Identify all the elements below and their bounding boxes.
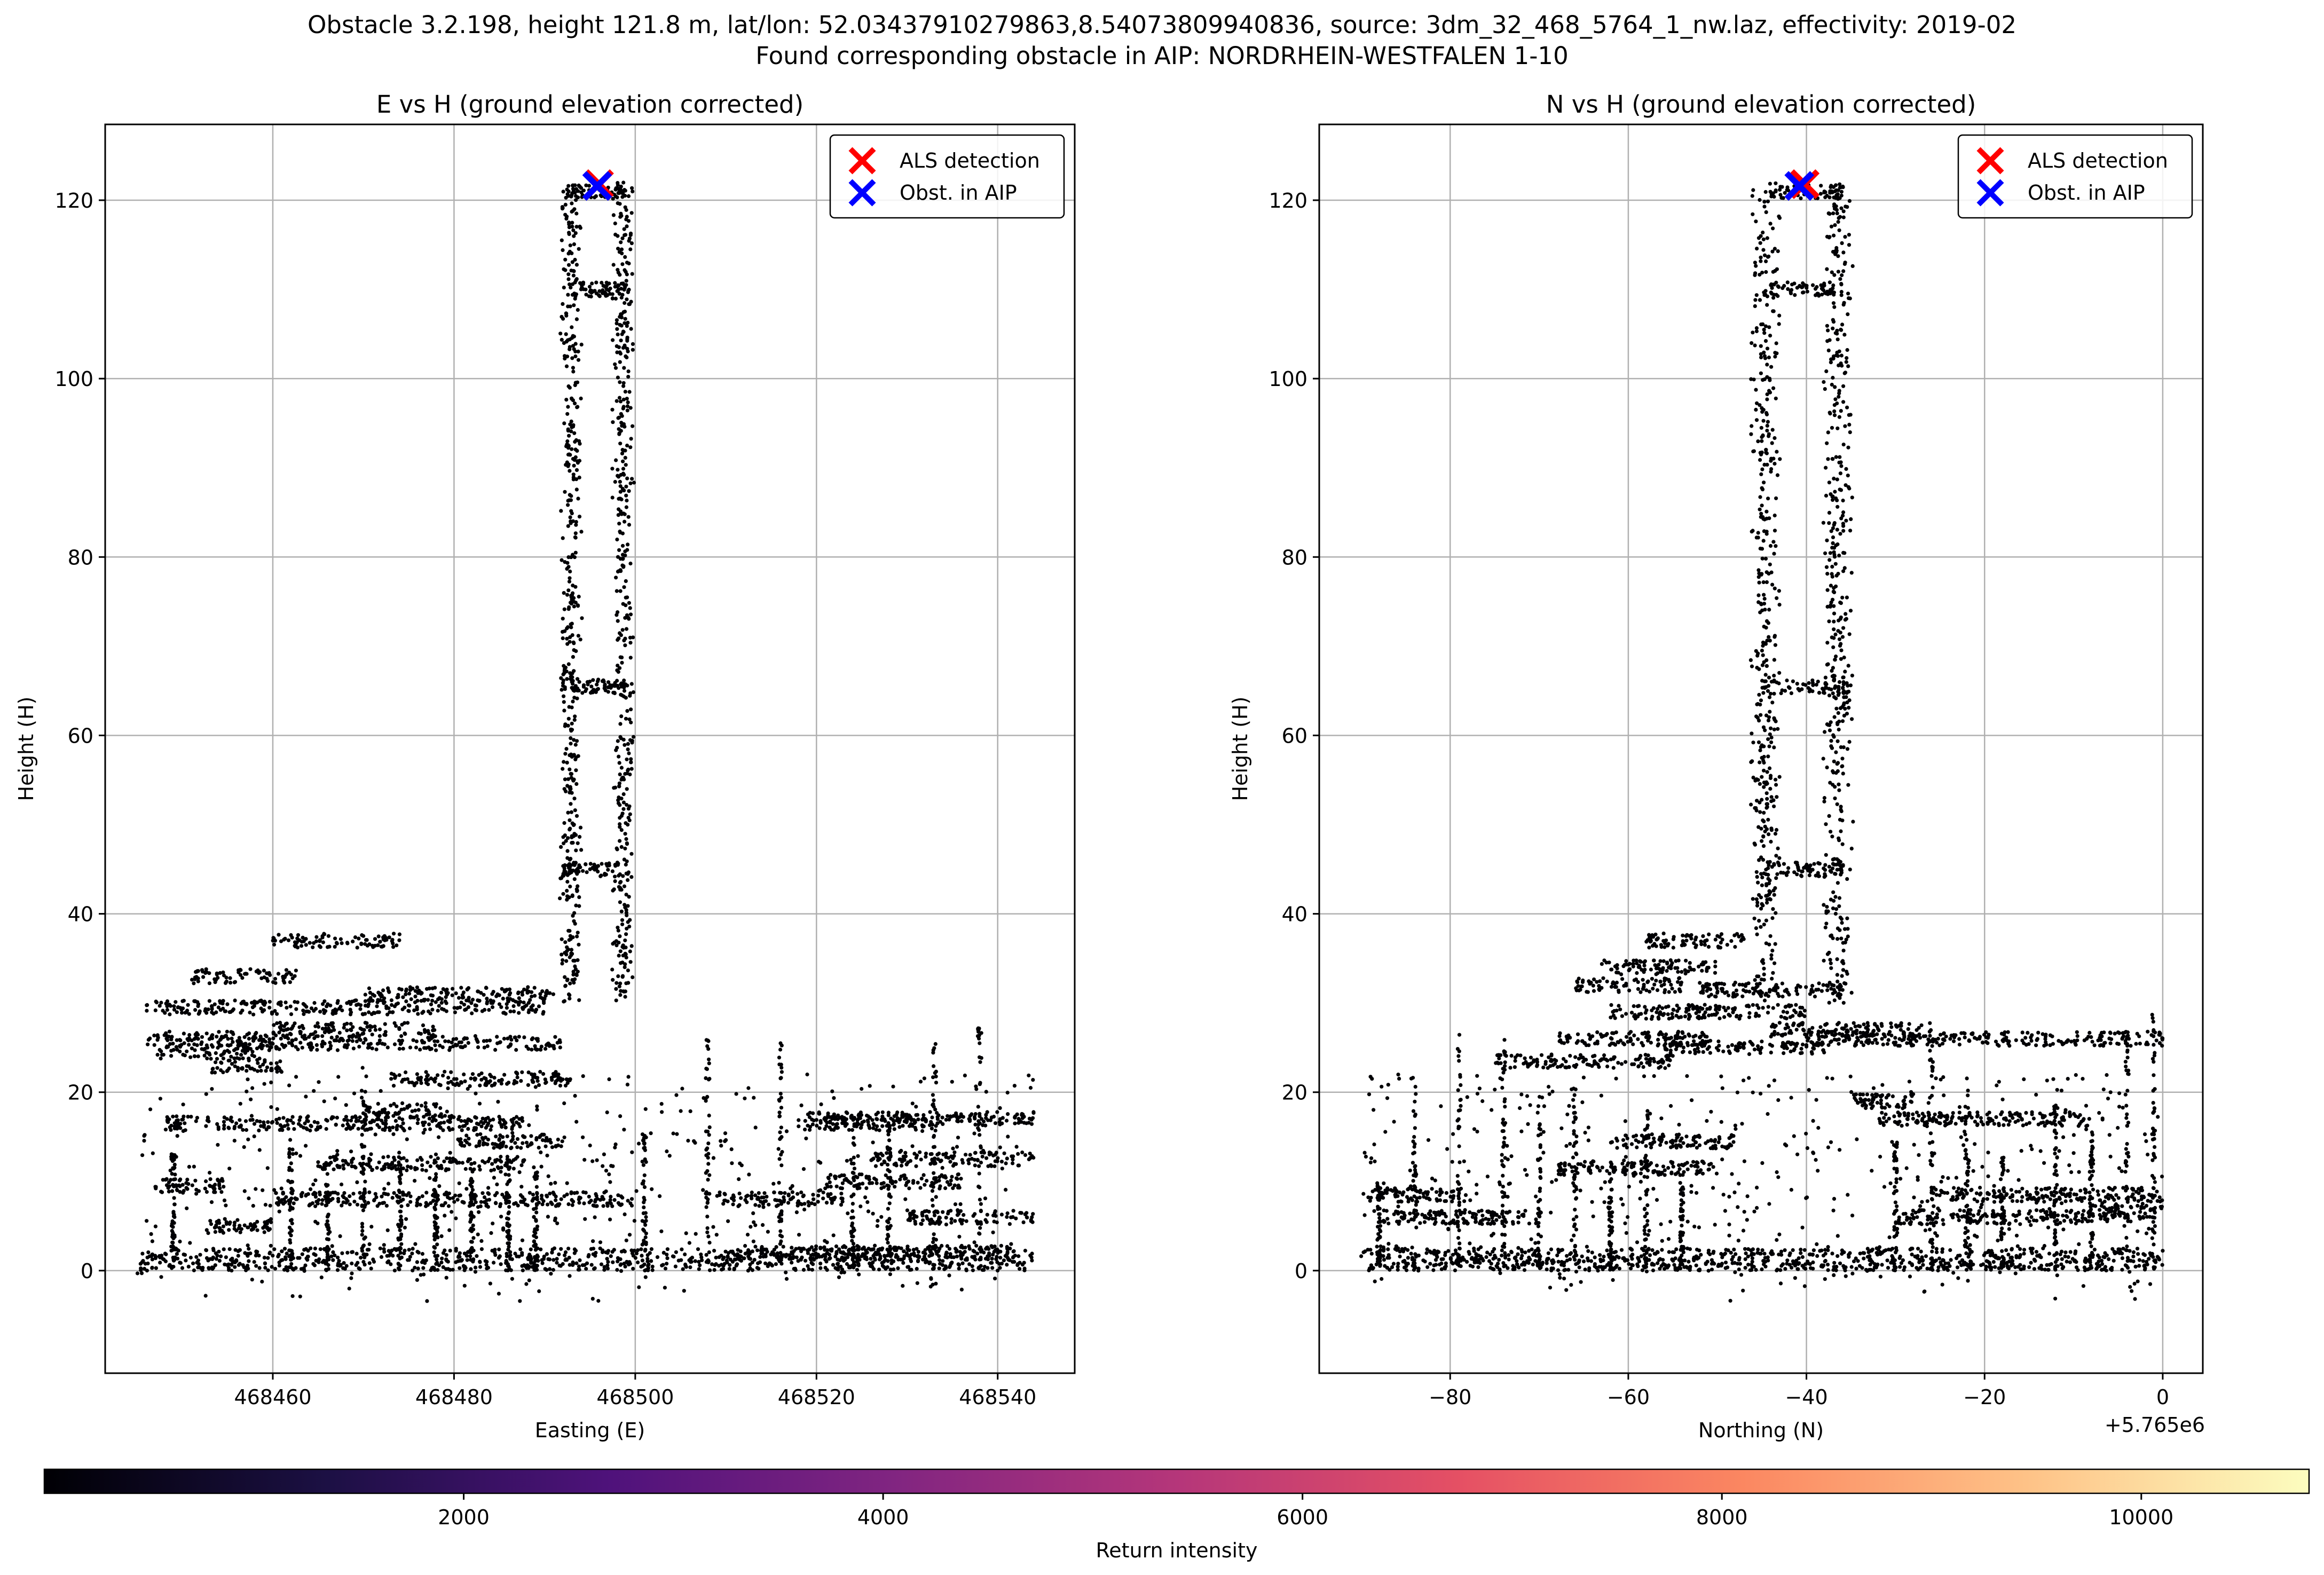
colorbar-label: Return intensity [1096,1539,1258,1562]
aip-obstacle-marker [582,171,612,201]
legend-aip-marker [1976,179,2004,207]
y-tick-label: 40 [68,903,93,926]
legend: ALS detection Obst. in AIP [829,134,1065,219]
colorbar-tick-label: 6000 [1277,1506,1328,1529]
axes-frame [104,123,1076,1374]
legend-entry: Obst. in AIP [2028,181,2145,204]
y-tick-label: 20 [1282,1081,1307,1105]
y-tick-label: 60 [1282,724,1307,747]
x-tick-label: 468520 [778,1385,855,1409]
y-tick-label: 100 [54,367,93,391]
y-tick-label: 120 [54,189,93,212]
legend-aip-marker [848,179,876,207]
y-axis-label: Height (H) [14,697,38,801]
colorbar-gradient [43,1468,2310,1494]
colorbar-tick-label: 2000 [438,1506,490,1529]
y-tick-label: 60 [68,724,93,747]
legend-entry: ALS detection [2028,149,2168,172]
x-tick-label: 0 [2156,1385,2169,1409]
x-tick-label: −20 [1963,1385,2006,1409]
legend-als-marker [1976,147,2004,175]
y-tick-label: 40 [1282,903,1307,926]
legend-box [1957,134,2193,219]
figure-subtitle: Found corresponding obstacle in AIP: NOR… [755,42,1569,70]
x-tick-label: −60 [1607,1385,1650,1409]
legend: ALS detection Obst. in AIP [1957,134,2193,219]
x-axis-label: Northing (N) [1698,1419,1824,1442]
y-tick-label: 0 [81,1259,93,1283]
legend-entry: ALS detection [900,149,1040,172]
x-tick-label: −80 [1429,1385,1471,1409]
point-cloud [1359,181,2165,1303]
axes-frame [1318,123,2204,1374]
colorbar-tick-label: 4000 [857,1506,909,1529]
y-tick-label: 20 [68,1081,93,1105]
x-tick-label: 468500 [596,1385,674,1409]
x-tick-label: 468480 [415,1385,493,1409]
x-tick-label: 468540 [959,1385,1036,1409]
legend-entry: Obst. in AIP [900,181,1017,204]
x-tick-label: −40 [1785,1385,1827,1409]
colorbar-tick-label: 10000 [2109,1506,2173,1529]
y-tick-label: 80 [1282,546,1307,569]
x-tick-label: 468460 [234,1385,311,1409]
legend-als-marker [848,147,876,175]
y-tick-label: 100 [1269,367,1307,391]
y-axis-label: Height (H) [1228,697,1252,801]
legend-box [829,134,1065,219]
x-axis-label: Easting (E) [535,1419,645,1442]
x-offset-label: +5.765e6 [2105,1413,2205,1437]
colorbar-tick-label: 8000 [1696,1506,1748,1529]
axes-title: N vs H (ground elevation corrected) [1546,90,1976,119]
y-tick-label: 80 [68,546,93,569]
y-tick-label: 0 [1295,1259,1307,1283]
y-tick-label: 120 [1269,189,1307,212]
axes-title: E vs H (ground elevation corrected) [376,90,803,119]
aip-obstacle-marker [1784,171,1815,201]
figure-title: Obstacle 3.2.198, height 121.8 m, lat/lo… [308,11,2016,39]
